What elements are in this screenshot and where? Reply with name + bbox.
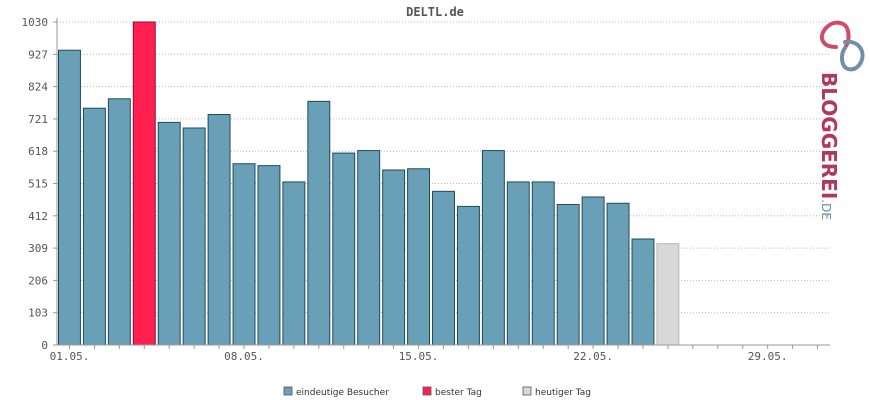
x-tick-label: 22.05. <box>573 350 613 363</box>
bloggerei-logo-text-main: BLOGGEREI <box>817 72 841 199</box>
bloggerei-logo: BLOGGEREI.DE <box>817 20 865 220</box>
y-tick-label: 824 <box>28 81 48 94</box>
bar <box>531 181 555 346</box>
chart-title: DELTL.de <box>406 5 464 19</box>
y-tick-label: 515 <box>28 178 48 191</box>
x-tick-label: 08.05. <box>224 350 264 363</box>
bar <box>606 202 630 346</box>
bar <box>432 190 455 346</box>
bar <box>357 150 381 346</box>
bar <box>257 165 281 346</box>
x-tick-label: 01.05. <box>50 350 90 363</box>
bar <box>382 169 406 346</box>
bar <box>307 100 331 346</box>
y-tick-label: 0 <box>41 339 48 352</box>
bar <box>631 238 655 346</box>
bar <box>481 150 505 346</box>
bar <box>107 98 131 346</box>
bar <box>182 127 206 346</box>
bar <box>407 168 431 346</box>
legend-swatch <box>522 386 532 396</box>
y-tick-label: 103 <box>28 307 48 320</box>
bar <box>581 196 605 346</box>
y-tick-label: 618 <box>28 145 48 158</box>
bar <box>456 205 480 346</box>
bar-best-day <box>132 21 156 346</box>
y-tick-label: 1030 <box>22 16 49 29</box>
bars <box>58 21 680 346</box>
y-axis: 0 103 206 309 412 515 618 721 824 927 1030 <box>22 16 58 352</box>
bar <box>232 163 256 346</box>
bar <box>506 181 530 346</box>
legend-label: bester Tag <box>435 388 482 398</box>
bar <box>207 114 231 346</box>
bar <box>282 181 306 346</box>
y-tick-label: 412 <box>28 210 48 223</box>
y-tick-label: 206 <box>28 274 48 287</box>
bar <box>82 107 106 346</box>
legend-label: eindeutige Besucher <box>296 388 389 398</box>
bar <box>332 152 356 346</box>
bar <box>157 121 181 346</box>
y-tick-label: 309 <box>28 242 48 255</box>
legend-label: heutiger Tag <box>535 388 591 398</box>
x-tick-label: 29.05. <box>748 350 788 363</box>
y-tick-label: 721 <box>28 113 48 126</box>
y-tick-label: 927 <box>28 48 48 61</box>
legend: eindeutige Besucher bester Tag heutiger Ta… <box>283 386 591 398</box>
legend-swatch <box>283 386 293 396</box>
bloggerei-logo-mark-icon <box>819 20 865 72</box>
bar <box>556 204 580 346</box>
bar <box>58 49 81 346</box>
x-tick-label: 15.05. <box>399 350 439 363</box>
bloggerei-logo-text: BLOGGEREI.DE <box>817 72 841 220</box>
bar-today <box>656 243 680 346</box>
legend-swatch <box>422 386 432 396</box>
bloggerei-logo-text-suffix: .DE <box>819 199 833 220</box>
x-axis: 01.05. 08.05. 15.05. 22.05. 29.05. <box>50 344 830 363</box>
